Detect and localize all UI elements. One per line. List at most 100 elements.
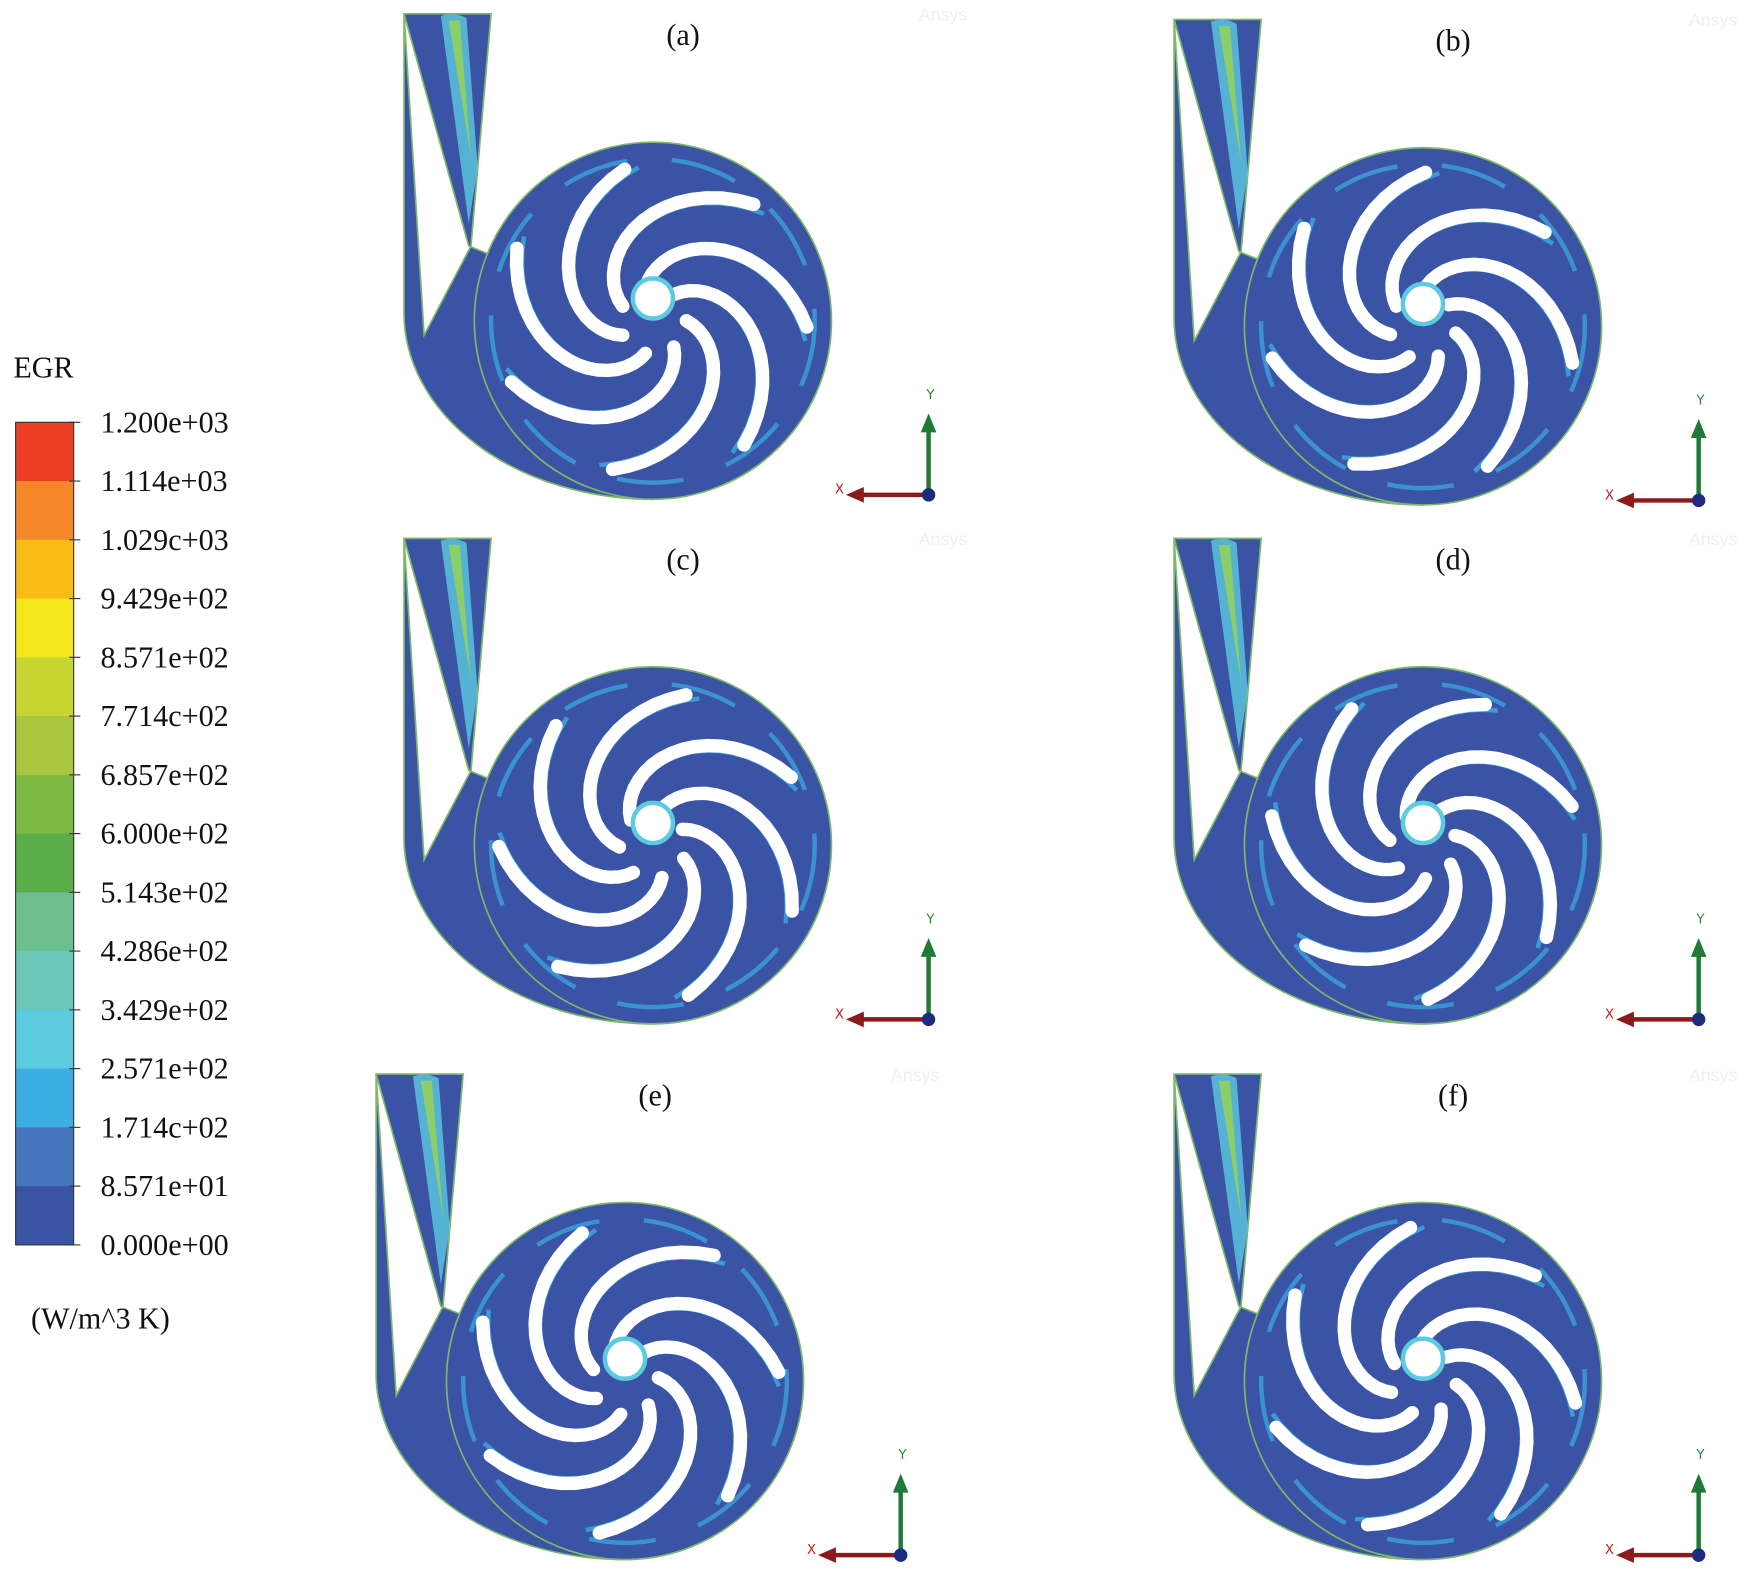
blade: [1269, 1402, 1448, 1480]
contour-panel: (e) Ansys X Y: [375, 1065, 940, 1563]
blade: [1412, 1307, 1583, 1410]
y-axis-label: Y: [925, 388, 935, 403]
legend-band: [15, 1009, 74, 1070]
shroud-streak: [460, 1216, 790, 1546]
contour-panel: (b) Ansys X Y: [1173, 10, 1738, 509]
contour-panel: (a) Ansys X Y: [403, 5, 968, 503]
y-axis-label: Y: [1695, 912, 1705, 927]
shroud-streak: [488, 156, 817, 485]
panel-label: (c): [666, 543, 699, 577]
watermark: Ansys: [919, 529, 968, 549]
blade: [583, 688, 693, 854]
panel-label: (e): [638, 1078, 671, 1112]
blade: [675, 822, 747, 1002]
legend-band: [15, 422, 74, 482]
hub: [602, 1336, 648, 1382]
x-head: [1616, 492, 1634, 509]
legend-band: [15, 481, 74, 541]
blade: [483, 1398, 657, 1491]
y-head: [920, 937, 937, 957]
y-head: [1690, 937, 1707, 957]
blade: [1265, 809, 1433, 917]
blade: [652, 786, 799, 918]
blade: [1441, 297, 1529, 473]
blade: [561, 162, 632, 342]
shroud-streak: [488, 681, 817, 1010]
blade: [1428, 795, 1558, 945]
outlet-jet: [1210, 538, 1248, 749]
y-head: [1690, 418, 1707, 438]
x-head: [845, 487, 864, 503]
hub: [1400, 1336, 1446, 1382]
blade: [1421, 828, 1506, 1006]
blade: [1363, 697, 1492, 847]
watermark: Ansys: [891, 1065, 940, 1085]
blade: [492, 839, 669, 927]
shroud-streak: [1258, 681, 1588, 1010]
blade: [574, 1245, 721, 1377]
x-axis-label: X: [1605, 1007, 1614, 1022]
outlet-jet: [1210, 1074, 1248, 1284]
x-axis-label: X: [807, 1543, 816, 1558]
blade: [606, 191, 761, 313]
x-head: [1616, 1547, 1634, 1563]
blade: [1385, 208, 1552, 313]
hub: [630, 276, 676, 321]
legend-label: 0.000e+00: [100, 1228, 228, 1262]
blade: [1315, 702, 1406, 877]
hub: [1400, 800, 1446, 846]
blade: [607, 1296, 786, 1380]
watermark: Ansys: [919, 5, 968, 25]
panel-label: (d): [1436, 543, 1471, 577]
blade: [636, 1340, 748, 1503]
x-head: [845, 1011, 864, 1028]
outlet-jet: [412, 1074, 450, 1284]
panel-label: (a): [666, 18, 699, 52]
z-dot: [921, 1012, 936, 1027]
hub: [630, 800, 676, 846]
blade: [1299, 857, 1463, 967]
y-axis-label: Y: [925, 912, 935, 927]
x-axis-label: X: [1605, 488, 1614, 503]
legend-band: [15, 716, 74, 776]
blade: [528, 1226, 604, 1406]
hub: [1400, 281, 1446, 327]
legend-label: 1.714c+02: [100, 1110, 228, 1144]
outlet-core: [448, 545, 471, 682]
y-axis-label: Y: [897, 1448, 907, 1463]
legend-title: EGR: [13, 351, 74, 385]
x-axis-label: X: [835, 483, 844, 498]
outlet-core: [420, 1080, 444, 1217]
legend-label: 2.571e+02: [100, 1052, 228, 1086]
z-dot: [1691, 1548, 1706, 1562]
blade: [504, 340, 682, 425]
legend-label: 1.200e+03: [100, 405, 228, 439]
legend-label: 5.143e+02: [100, 875, 228, 909]
shroud-streak: [1258, 162, 1588, 491]
blade: [1286, 1288, 1419, 1433]
blade: [1439, 1348, 1534, 1521]
x-head: [1616, 1011, 1634, 1028]
shroud-streak: [1258, 1216, 1588, 1546]
blade: [1347, 326, 1481, 471]
legend-label: 7.714c+02: [100, 699, 228, 733]
legend-band: [15, 1127, 74, 1187]
legend-band: [15, 833, 74, 893]
legend-label: 6.000e+02: [100, 817, 228, 851]
z-dot: [1691, 493, 1706, 508]
blade: [605, 314, 721, 477]
legend-label: 4.286e+02: [100, 934, 228, 968]
blade: [622, 738, 798, 827]
z-dot: [921, 488, 936, 502]
y-head: [1690, 1473, 1707, 1493]
legend-label: 9.429e+02: [100, 582, 228, 616]
blade: [1415, 257, 1580, 370]
blade: [1360, 1377, 1486, 1532]
blade: [1342, 165, 1433, 342]
panel-label: (b): [1436, 24, 1471, 58]
blade: [1291, 221, 1416, 374]
y-axis-label: Y: [1695, 1448, 1705, 1463]
x-head: [818, 1547, 836, 1563]
contour-panel: (f) Ansys X Y: [1173, 1065, 1738, 1563]
